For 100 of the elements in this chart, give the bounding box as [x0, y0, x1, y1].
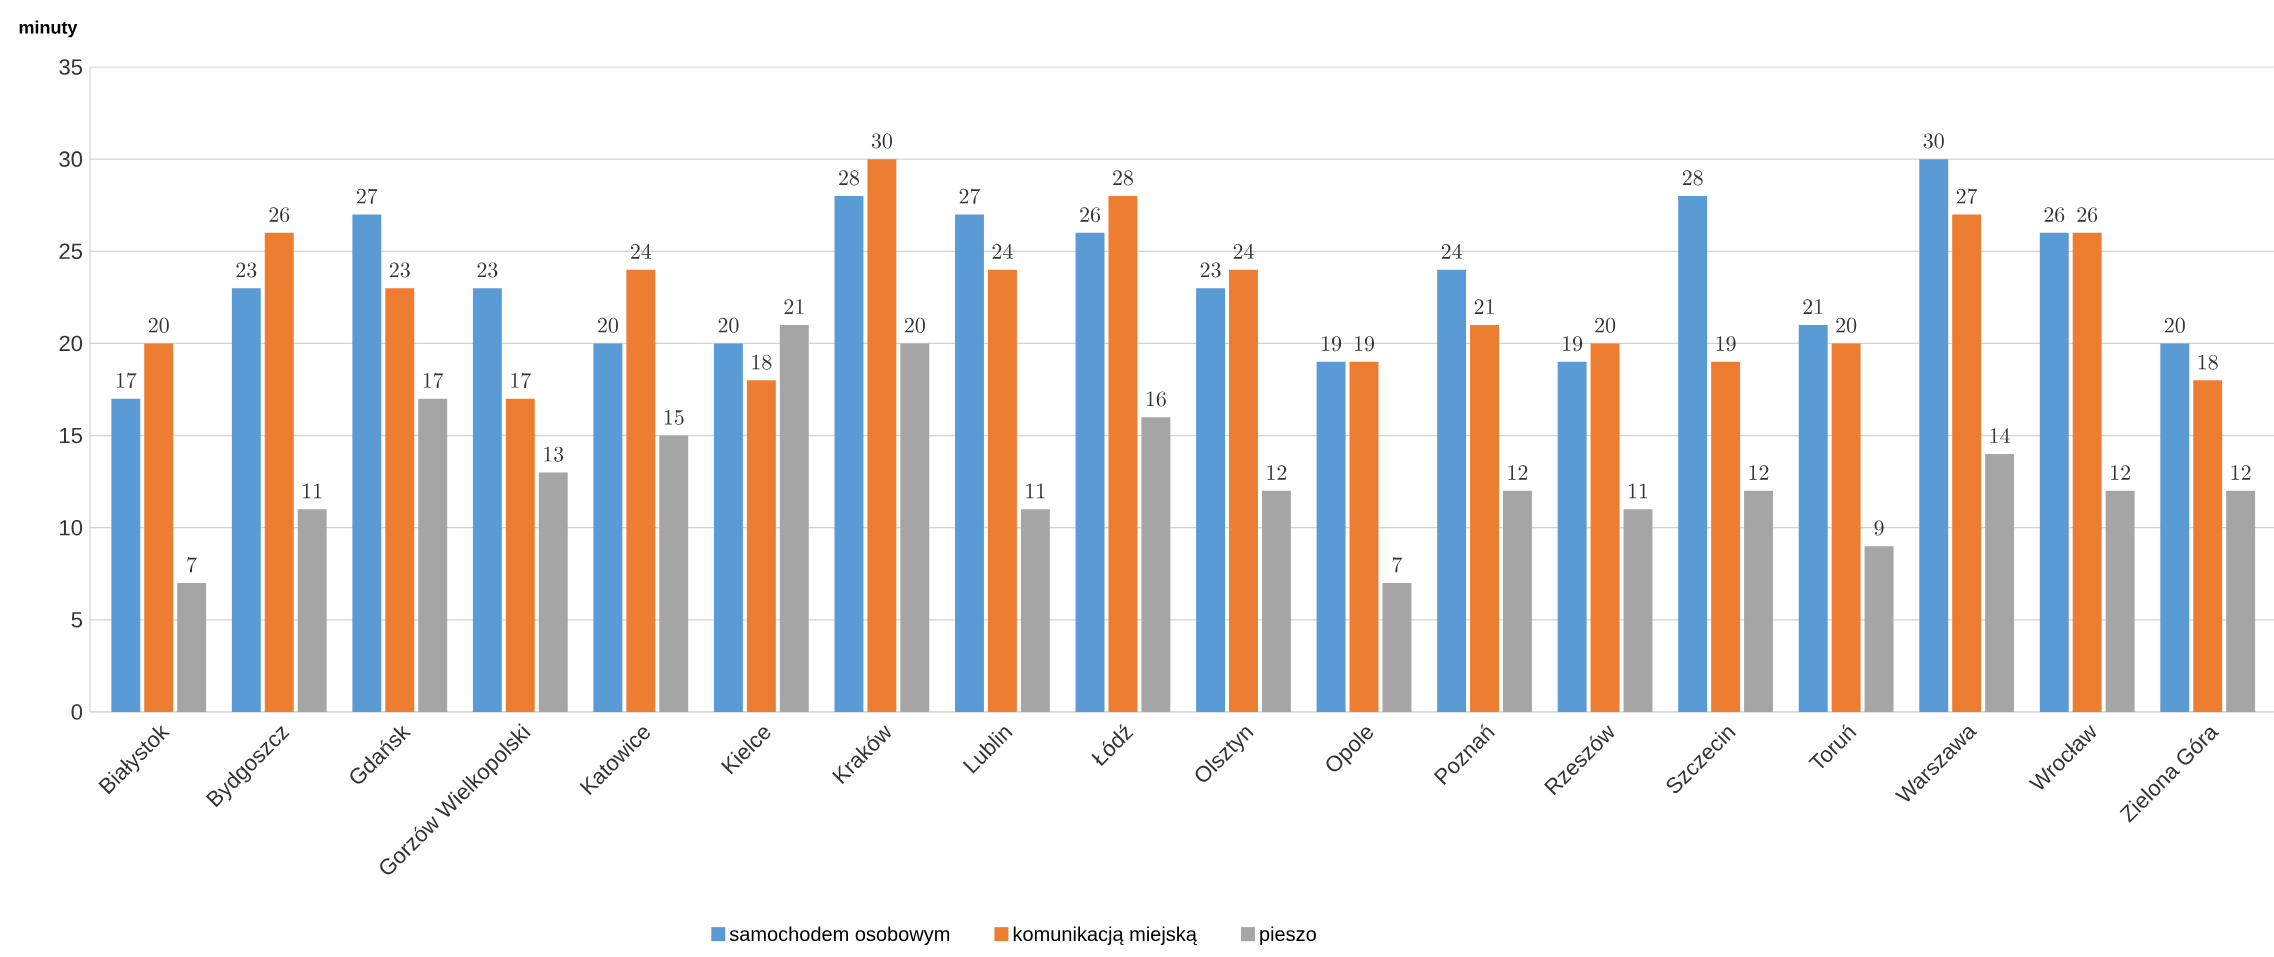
y-tick-label: 30: [59, 151, 83, 167]
bar: [472, 288, 502, 712]
bar: [111, 398, 141, 712]
data-label: 23: [1200, 262, 1221, 278]
bar: [1261, 490, 1291, 712]
bar: [1108, 196, 1138, 712]
data-label: 9: [1874, 520, 1884, 536]
data-label: 30: [1923, 133, 1944, 149]
data-label: 19: [1355, 336, 1375, 352]
bar: [1744, 490, 1773, 712]
bar: [746, 380, 776, 712]
bar: [593, 343, 623, 712]
y-axis-title: minuty: [19, 20, 78, 38]
bar: [1141, 417, 1171, 712]
data-label: 20: [148, 317, 169, 333]
bar: [1952, 214, 1982, 712]
y-tick-label: 25: [59, 243, 82, 260]
data-label: 20: [598, 317, 618, 333]
bar: [867, 159, 897, 712]
data-label: 18: [2198, 354, 2218, 370]
bar: [1711, 361, 1741, 712]
data-label: 23: [389, 262, 410, 278]
data-label: 17: [116, 372, 137, 389]
bar: [505, 398, 535, 712]
bar: [1437, 269, 1467, 712]
y-tick-label: 15: [60, 427, 82, 444]
bar: [987, 269, 1017, 712]
bar: [1349, 361, 1379, 712]
data-label: 11: [1628, 483, 1648, 499]
data-label: 23: [477, 262, 498, 278]
y-tick-label: 10: [60, 519, 83, 536]
bar: [385, 288, 415, 712]
bar: [538, 472, 568, 712]
data-label: 20: [904, 317, 925, 333]
bar: [1316, 361, 1346, 712]
data-label: 7: [1392, 557, 1403, 573]
bar: [144, 343, 174, 712]
data-label: 23: [236, 262, 257, 278]
bar: [1196, 288, 1226, 712]
data-label: 20: [1595, 317, 1616, 333]
data-label: 12: [1267, 465, 1287, 480]
data-label: 20: [2164, 317, 2185, 333]
bar: [1590, 343, 1620, 712]
y-tick-label: 35: [59, 59, 82, 75]
data-label: 27: [1956, 188, 1978, 204]
bar: [1864, 546, 1894, 712]
data-label: 17: [423, 372, 444, 389]
bar: [418, 398, 448, 712]
bar: [2193, 380, 2223, 712]
data-label: 20: [1836, 317, 1857, 333]
data-label: 18: [752, 354, 772, 370]
bar: [1831, 343, 1861, 712]
bar: [2072, 232, 2102, 712]
data-label: 30: [871, 133, 892, 149]
legend-label: komunikacją miejską: [1013, 926, 1197, 946]
bar: [1470, 324, 1499, 712]
bar: [264, 232, 294, 712]
data-label: 21: [1474, 299, 1494, 314]
data-label: 14: [1990, 428, 2010, 443]
data-label: 21: [1803, 299, 1823, 314]
bar: [2105, 490, 2135, 712]
bar: [1075, 232, 1105, 712]
data-label: 26: [2044, 207, 2065, 223]
data-label: 15: [664, 409, 684, 425]
data-label: 13: [544, 446, 564, 462]
bar: [297, 509, 327, 712]
data-label: 19: [1322, 336, 1342, 352]
data-label: 28: [839, 170, 859, 186]
bar: [1798, 324, 1828, 712]
data-label: 28: [1113, 170, 1133, 186]
data-label: 26: [1080, 207, 1101, 223]
data-label: 19: [1716, 336, 1736, 352]
data-label: 19: [1563, 336, 1583, 352]
data-label: 21: [784, 299, 804, 314]
bar: [231, 288, 261, 712]
bar: [955, 214, 984, 712]
data-label: 24: [630, 243, 652, 259]
data-label: 20: [718, 317, 739, 333]
y-tick-label: 0: [71, 704, 83, 720]
data-label: 24: [1233, 243, 1254, 259]
data-label: 12: [2231, 465, 2251, 480]
bar: [177, 582, 207, 712]
bar: [713, 343, 743, 712]
data-label: 27: [357, 188, 378, 204]
bar: [626, 269, 656, 712]
bar: [1503, 490, 1532, 712]
bar: [2160, 343, 2190, 712]
data-label: 24: [992, 243, 1013, 259]
y-tick-label: 20: [59, 335, 83, 352]
bar: [1229, 269, 1258, 712]
data-label: 26: [2077, 207, 2098, 223]
bar: [2226, 490, 2256, 712]
bar: [1678, 196, 1708, 712]
data-label: 24: [1441, 243, 1462, 259]
bar: [834, 196, 864, 712]
data-label: 11: [303, 483, 322, 499]
data-label: 11: [1026, 483, 1045, 499]
bar: [659, 435, 689, 712]
bar: [352, 214, 382, 712]
bar: [1919, 159, 1949, 712]
